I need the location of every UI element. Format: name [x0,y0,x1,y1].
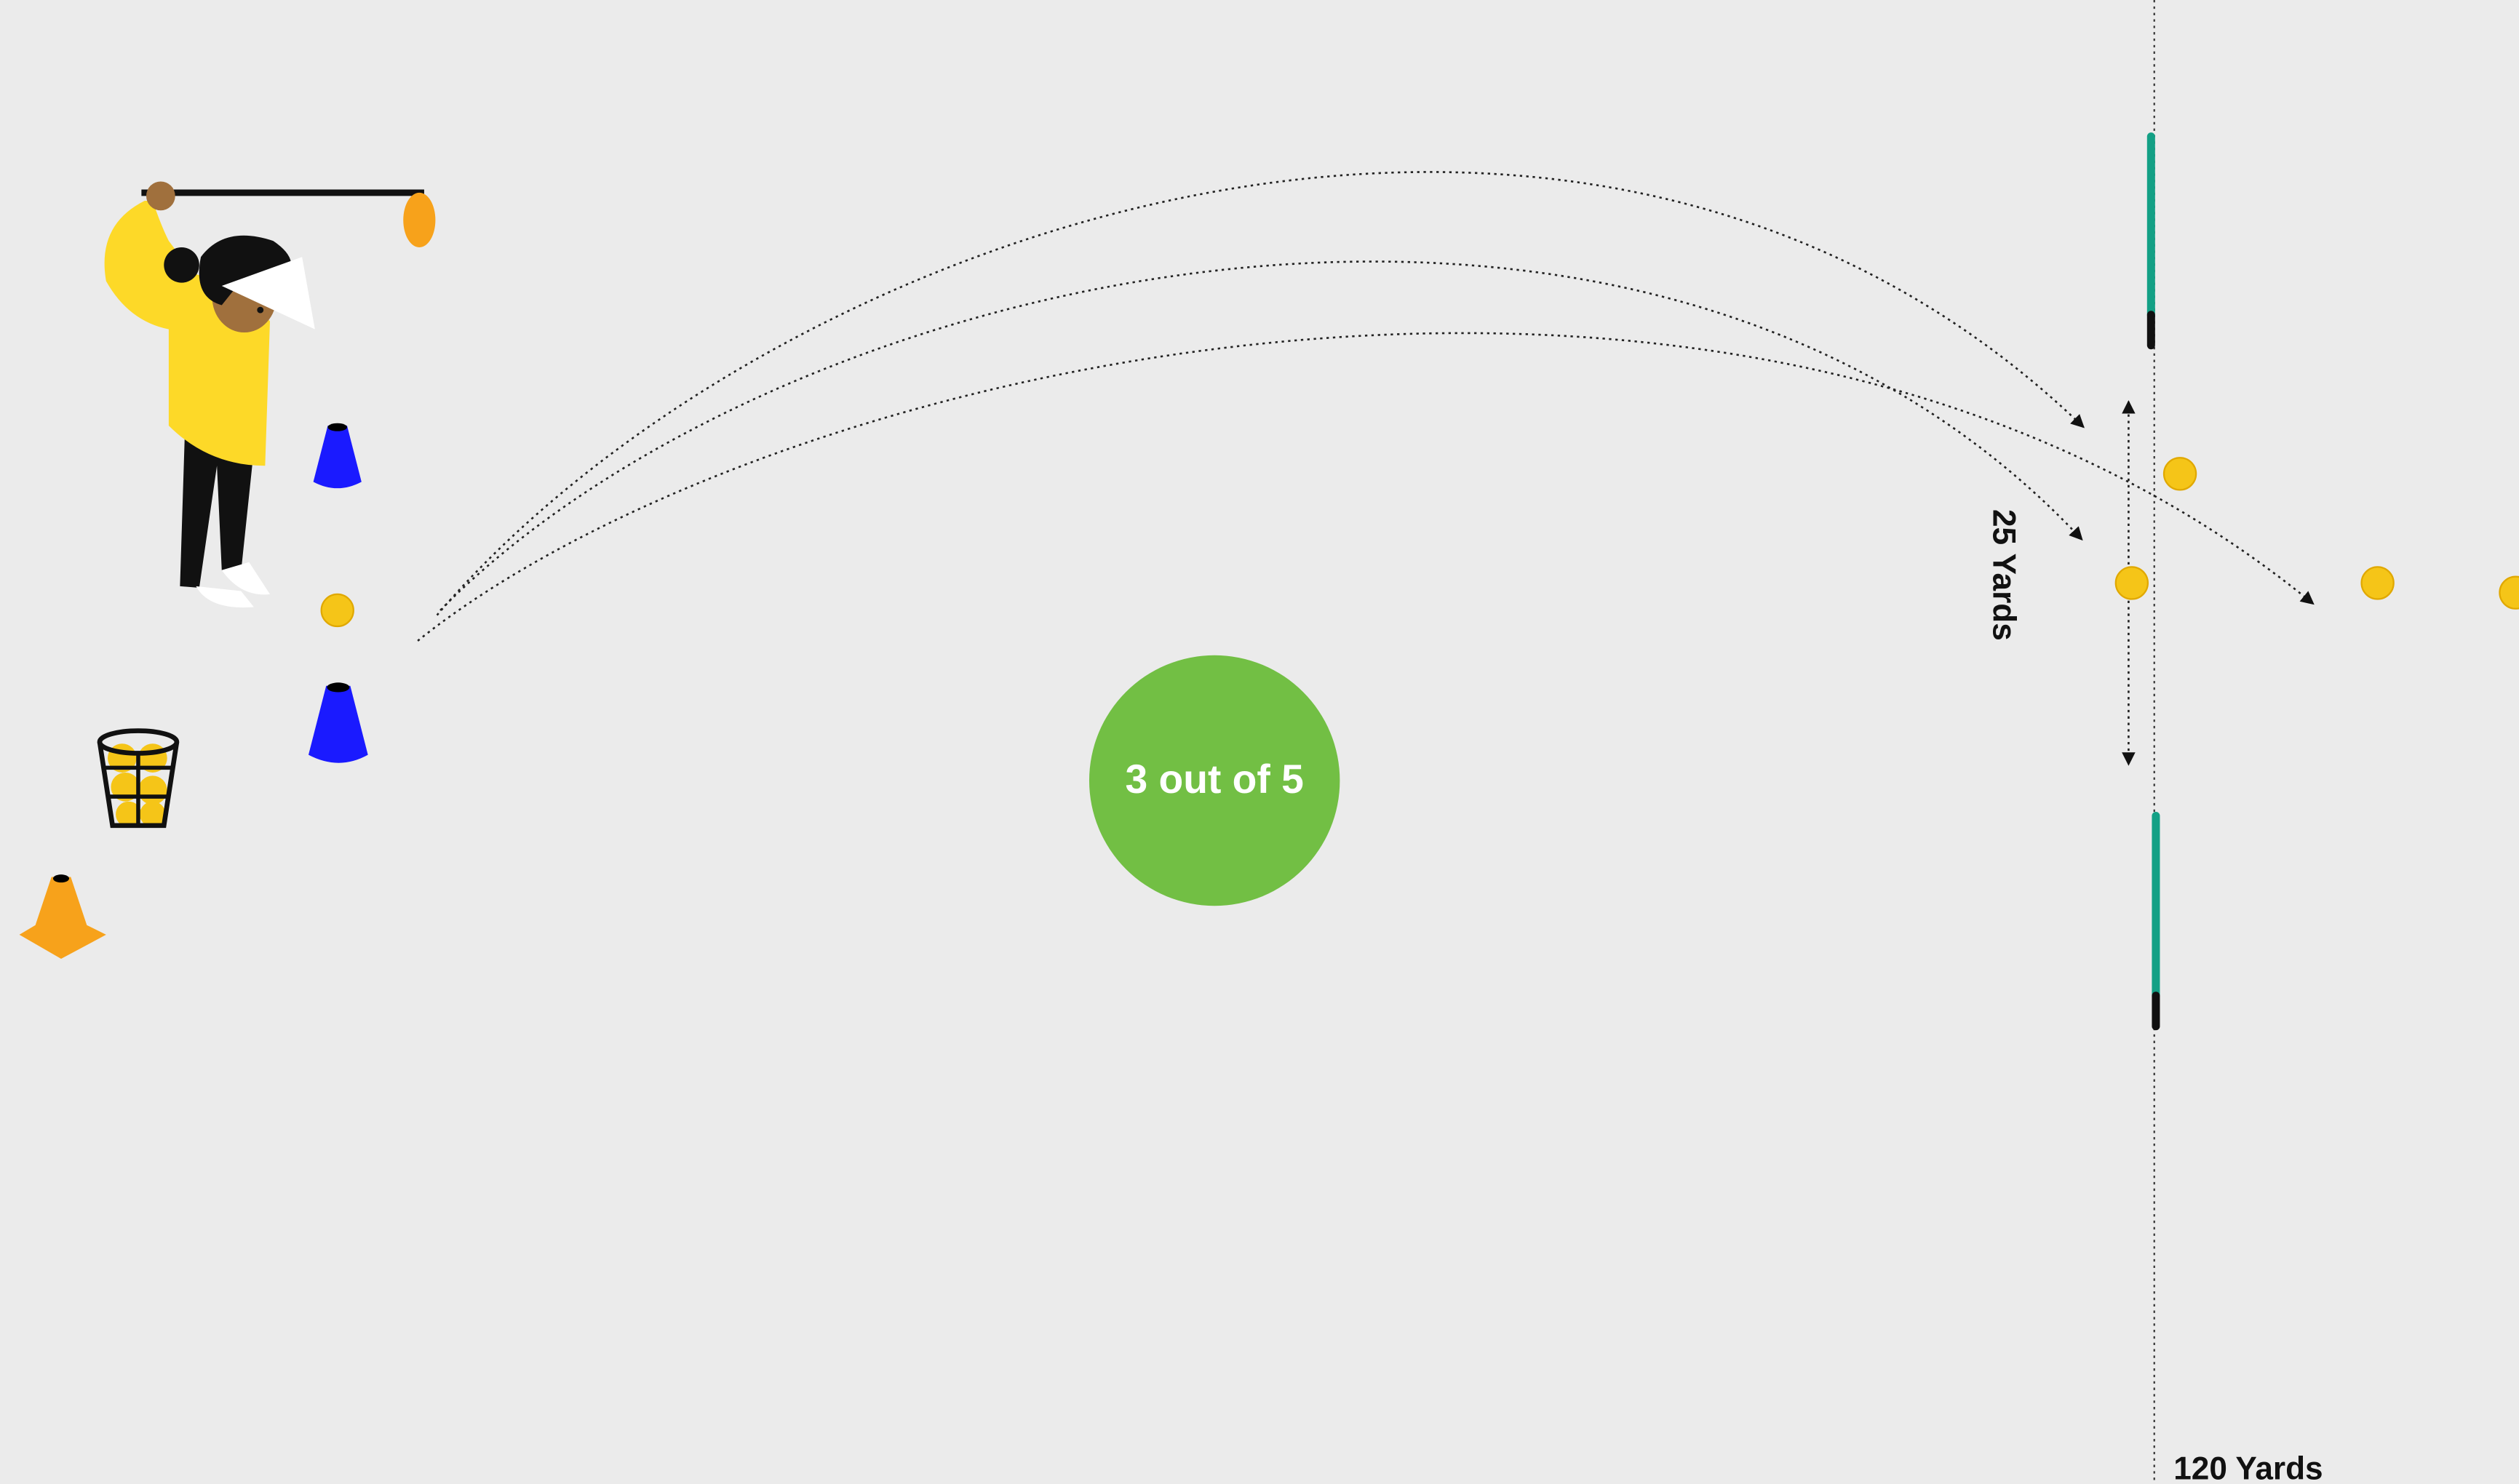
distance-label: 120 Yards [2173,1451,2323,1484]
score-label: 3 out of 5 [1126,757,1304,802]
drill-diagram: 3 out of 5 25 Yards 120 Yards [0,0,2519,1484]
page: 3 out of 5 25 Yards 120 Yards (() => { c… [0,0,2519,1484]
width-label: 25 Yards [1986,509,2021,641]
